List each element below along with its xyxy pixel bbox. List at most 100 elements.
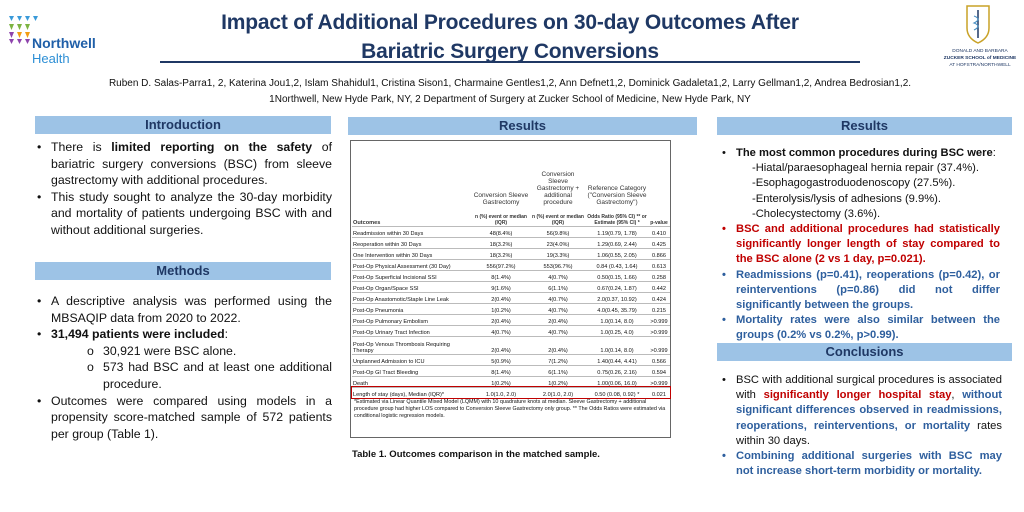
pvalue-cell: 0.566 — [648, 353, 670, 365]
authors: Ruben D. Salas-Parra1, 2, Katerina Jou1,… — [108, 78, 912, 89]
pvalue-cell: 0.021 — [648, 386, 670, 398]
northwell-text: Northwell — [32, 35, 96, 51]
col-header-pvalue: p-value — [650, 219, 668, 226]
outcome-cell: Post-Op Superficial Incisional SSI — [352, 269, 472, 281]
methods-sub-1: 30,921 were BSC alone. — [87, 343, 332, 360]
csg-additional-cell: 1(0.2%) — [530, 375, 586, 387]
csg-cell: 48(8.4%) — [472, 225, 530, 237]
table-row: Post-Op Physical Assessment (30 Day) 556(… — [352, 258, 670, 270]
methods-bullet-3: Outcomes were compared using models in a… — [35, 393, 332, 443]
estimate-cell: 2.0(0.37, 10.92) — [586, 291, 648, 303]
pvalue-cell: 0.613 — [648, 258, 670, 270]
csg-additional-cell: 23(4.0%) — [530, 236, 586, 248]
estimate-cell: 1.0(0.14, 8.0) — [586, 335, 648, 354]
outcome-cell: Post-Op Organ/Space SSI — [352, 280, 472, 292]
csg-cell: 556(97.2%) — [472, 258, 530, 270]
table-row: Readmission within 30 Days 48(8.4%) 56(9.8… — [352, 225, 670, 237]
pvalue-cell: >0.999 — [648, 313, 670, 325]
table-row-length-of-stay: Length of stay (days), Median (IQR)* 1.0(… — [351, 386, 671, 399]
csg-cell: 8(1.4%) — [472, 364, 530, 376]
affiliations: 1Northwell, New Hyde Park, NY, 2 Departm… — [269, 94, 751, 105]
pvalue-cell: 0.425 — [648, 236, 670, 248]
outcome-cell: Readmission within 30 Days — [352, 225, 472, 237]
outcome-cell: Post-Op Anastomotic/Staple Line Leak — [352, 291, 472, 303]
introduction-body: There is limited reporting on the safety… — [35, 139, 332, 239]
estimate-cell: 4.0(0.45, 35.79) — [586, 302, 648, 314]
results-bullet-1: The most common procedures during BSC we… — [720, 146, 1000, 222]
table-row: Reoperation within 30 Days 18(3.2%) 23(4.0… — [352, 236, 670, 248]
conclusion-bullet-2: Combining additional surgeries with BSC … — [720, 449, 1002, 479]
outcome-cell: Post-Op Pneumonia — [352, 302, 472, 314]
table-caption: Table 1. Outcomes comparison in the matc… — [352, 449, 600, 460]
pvalue-cell: >0.999 — [648, 375, 670, 387]
csg-cell: 1.0(1.0, 2.0) — [472, 386, 530, 398]
pvalue-cell: 0.410 — [648, 225, 670, 237]
col-header-outcomes: Outcomes — [353, 219, 381, 226]
poster-title: Impact of Additional Procedures on 30-da… — [160, 8, 860, 66]
methods-body: A descriptive analysis was performed usi… — [35, 293, 332, 442]
estimate-cell: 1.0(0.14, 8.0) — [586, 313, 648, 325]
outcome-cell: Post-Op Physical Assessment (30 Day) — [352, 258, 472, 270]
csg-cell: 2(0.4%) — [472, 291, 530, 303]
conclusions-body: BSC with additional surgical procedures … — [720, 373, 1002, 479]
csg-cell: 1(0.2%) — [472, 302, 530, 314]
table-footnote: *Estimated via Linear Quantile Mixed Mod… — [354, 399, 666, 419]
title-line-2: Bariatric Surgery Conversions — [361, 40, 659, 63]
outcomes-table-box: Conversion Sleeve Gastrectomy Conversion… — [350, 140, 671, 438]
table-row: Unplanned Admission to ICU 5(0.9%) 7(1.2%)… — [352, 353, 670, 365]
csg-cell: 8(1.4%) — [472, 269, 530, 281]
estimate-cell: 0.67(0.24, 1.87) — [586, 280, 648, 292]
table-row: Post-Op Venous Thrombosis Requiring Ther… — [352, 335, 670, 354]
outcome-cell: Death — [352, 375, 472, 387]
pvalue-cell: >0.999 — [648, 335, 670, 354]
col-header-reference: Reference Category ("Conversion Sleeve G… — [587, 185, 647, 206]
logo-line-2: ZUCKER SCHOOL of MEDICINE — [943, 56, 1017, 61]
pvalue-cell: >0.999 — [648, 324, 670, 336]
csg-additional-cell: 6(1.1%) — [530, 280, 586, 292]
intro-bullet-1: There is limited reporting on the safety… — [35, 139, 332, 189]
table-row: Post-Op Organ/Space SSI 9(1.6%) 6(1.1%) 0.6… — [352, 280, 670, 292]
procedure-1: -Hiatal/paraesophageal hernia repair (37… — [752, 162, 979, 175]
csg-additional-cell: 4(0.7%) — [530, 302, 586, 314]
csg-additional-cell: 4(0.7%) — [530, 324, 586, 336]
results-bullet-3: Readmissions (p=0.41), reoperations (p=0… — [720, 268, 1000, 314]
subheader-1: n (%) event or median (IQR) — [475, 213, 527, 226]
csg-cell: 2(0.4%) — [472, 313, 530, 325]
table-row: Post-Op Pneumonia 1(0.2%) 4(0.7%) 4.0(0.45,… — [352, 302, 670, 314]
conclusions-heading: Conclusions — [717, 343, 1012, 361]
triangles-icon — [9, 16, 38, 44]
outcome-cell: Reoperation within 30 Days — [352, 236, 472, 248]
title-divider — [160, 61, 860, 63]
methods-bullet-2: 31,494 patients were included: 30,921 we… — [35, 326, 332, 392]
conclusion-bullet-1: BSC with additional surgical procedures … — [720, 373, 1002, 449]
pvalue-cell: 0.215 — [648, 302, 670, 314]
procedure-4: -Cholecystectomy (3.6%). — [752, 207, 881, 220]
csg-cell: 5(0.9%) — [472, 353, 530, 365]
results-table-heading: Results — [348, 117, 697, 135]
intro-bullet-2: This study sought to analyze the 30-day … — [35, 189, 332, 239]
logo-line-1: DONALD AND BARBARA — [952, 49, 1008, 54]
csg-cell: 2(0.4%) — [472, 335, 530, 354]
csg-additional-cell: 2(0.4%) — [530, 335, 586, 354]
table-row: Post-Op Urinary Tract Infection 4(0.7%) 4(… — [352, 324, 670, 336]
results-bullet-4: Mortality rates were also similar betwee… — [720, 313, 1000, 343]
table-row: Post-Op Anastomotic/Staple Line Leak 2(0.… — [352, 291, 670, 303]
csg-additional-cell: 6(1.1%) — [530, 364, 586, 376]
csg-additional-cell: 56(9.8%) — [530, 225, 586, 237]
outcome-cell: Unplanned Admission to ICU — [352, 353, 472, 365]
pvalue-cell: 0.424 — [648, 291, 670, 303]
results-bullet-2: BSC and additional procedures had statis… — [720, 222, 1000, 268]
estimate-cell: 0.50 (0.08, 0.92) * — [586, 386, 648, 398]
authors-block: Ruben D. Salas-Parra1, 2, Katerina Jou1,… — [60, 76, 960, 108]
csg-additional-cell: 7(1.2%) — [530, 353, 586, 365]
shield-icon — [966, 5, 990, 44]
csg-cell: 18(3.2%) — [472, 247, 530, 259]
pvalue-cell: 0.594 — [648, 364, 670, 376]
subheader-3: Odds Ratio (95% CI) ** or Estimate (95% … — [587, 213, 647, 226]
subheader-2: n (%) event or median (IQR) — [532, 213, 584, 226]
pvalue-cell: 0.258 — [648, 269, 670, 281]
zucker-logo: DONALD AND BARBARA ZUCKER SCHOOL of MEDI… — [936, 4, 1024, 70]
csg-additional-cell: 19(3.3%) — [530, 247, 586, 259]
outcome-cell: Post-Op Urinary Tract Infection — [352, 324, 472, 336]
csg-additional-cell: 4(0.7%) — [530, 291, 586, 303]
